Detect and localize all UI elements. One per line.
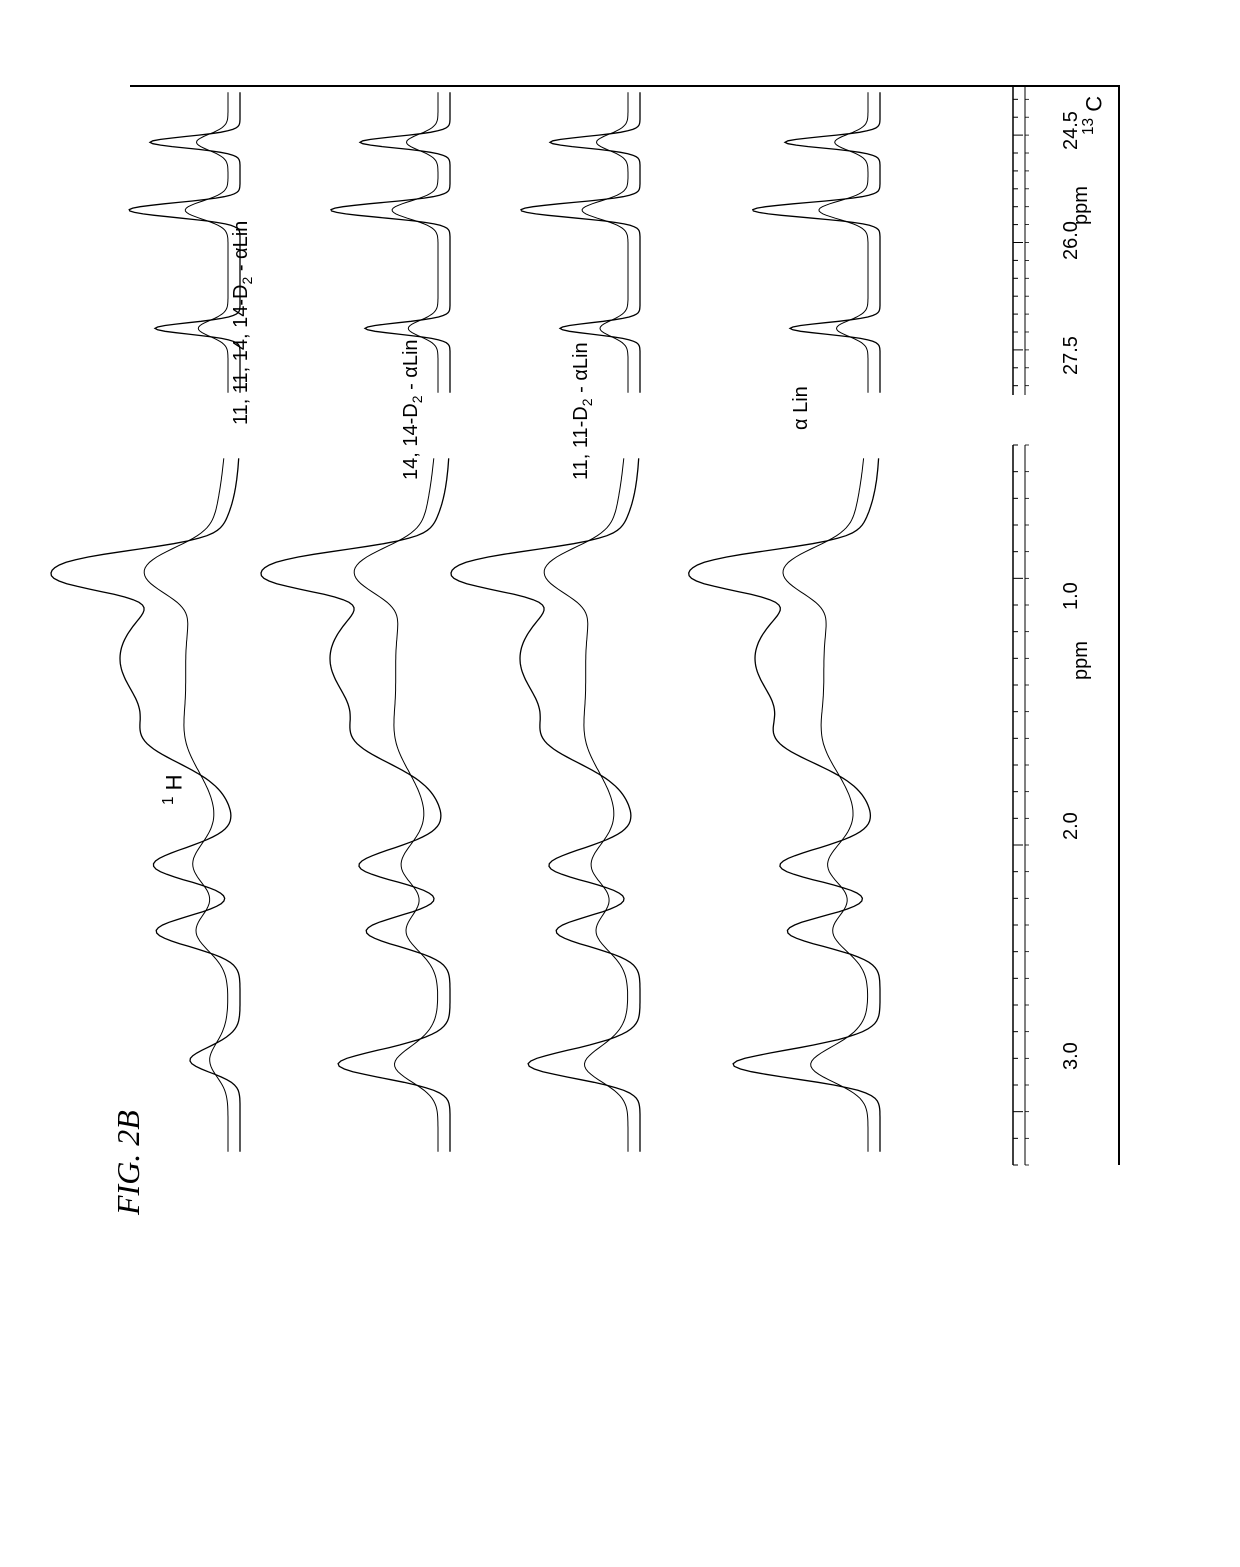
h1-tick-2: 2.0 <box>1060 812 1083 840</box>
h1-tick-3: 3.0 <box>1060 1042 1083 1070</box>
c13-tick-26: 26.0 <box>1060 221 1083 260</box>
spectra-svg <box>0 0 1240 1567</box>
c13-tick-24: 24.5 <box>1060 111 1083 150</box>
c13-tick-27: 27.5 <box>1060 336 1083 375</box>
c13-axis-label: ppm <box>1070 186 1093 225</box>
h1-tick-1: 1.0 <box>1060 582 1083 610</box>
h1-axis-label: ppm <box>1070 641 1093 680</box>
